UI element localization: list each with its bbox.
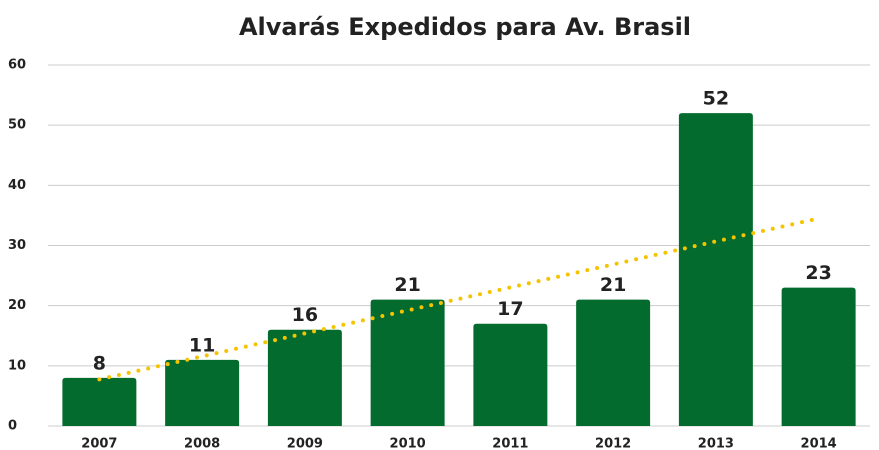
data-label: 16	[292, 304, 318, 326]
bar	[165, 359, 240, 426]
bar	[781, 287, 856, 426]
data-label: 21	[394, 274, 420, 296]
data-label: 17	[497, 298, 523, 320]
x-tick-label: 2010	[390, 437, 426, 450]
y-tick-label: 30	[8, 238, 26, 253]
x-tick-label: 2011	[492, 437, 528, 450]
data-label: 11	[189, 334, 215, 356]
y-tick-label: 20	[8, 298, 26, 313]
y-tick-label: 60	[8, 58, 26, 73]
data-label: 23	[805, 262, 831, 284]
x-tick-label: 2013	[698, 437, 734, 450]
x-tick-label: 2012	[595, 437, 631, 450]
y-tick-label: 50	[8, 118, 26, 133]
chart-title: Alvarás Expedidos para Av. Brasil	[239, 13, 691, 41]
data-label: 21	[600, 274, 626, 296]
data-label: 52	[703, 88, 729, 110]
bar	[62, 377, 137, 426]
y-tick-label: 10	[8, 358, 26, 373]
x-tick-label: 2009	[287, 437, 323, 450]
y-tick-label: 40	[8, 178, 26, 193]
x-tick-label: 2007	[81, 437, 117, 450]
trendline	[97, 216, 821, 382]
bar	[370, 299, 445, 426]
data-label: 8	[93, 352, 106, 374]
x-tick-label: 2014	[801, 437, 837, 450]
bar	[473, 323, 548, 426]
bar	[576, 299, 651, 426]
bar	[267, 329, 342, 426]
x-tick-label: 2008	[184, 437, 220, 450]
bar	[678, 113, 753, 426]
y-tick-label: 0	[8, 419, 17, 434]
